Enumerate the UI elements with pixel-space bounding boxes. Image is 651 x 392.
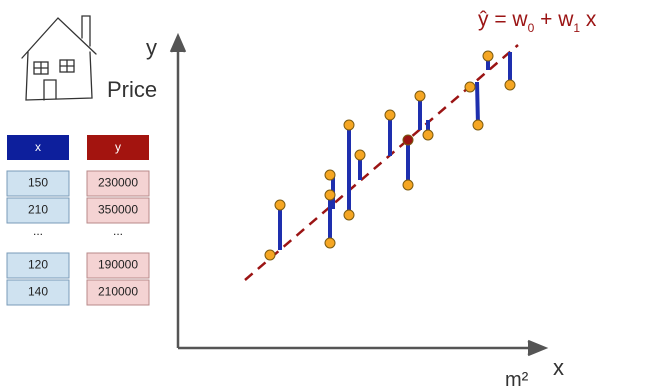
- residuals: [270, 52, 510, 258]
- data-table: x y 150 230000 210 350000...... 120 190000 140 21…: [7, 135, 149, 305]
- axes: [171, 36, 545, 355]
- cell-text: 150: [28, 176, 48, 190]
- cell-text: 350000: [98, 203, 138, 217]
- cell-text: 230000: [98, 176, 138, 190]
- cell-text: ...: [113, 224, 123, 238]
- y-axis-label: y: [146, 35, 157, 60]
- equation: ŷ = w0 + w1 x: [478, 8, 597, 35]
- house-icon: [22, 16, 96, 100]
- slide: Price y x m² ŷ = w0 + w1 x xy15: [0, 0, 651, 392]
- x-axis-label: x: [553, 355, 564, 380]
- cell-text: 190000: [98, 258, 138, 272]
- cell-text: 140: [28, 285, 48, 299]
- cell-text: 210: [28, 203, 48, 217]
- x-unit: m²: [505, 369, 529, 391]
- cell-text: 120: [28, 258, 48, 272]
- header-text: y: [115, 140, 121, 154]
- cell-text: 210000: [98, 285, 138, 299]
- cell-text: ...: [33, 224, 43, 238]
- icon-label: Price: [107, 77, 157, 102]
- regression-line: [245, 45, 518, 280]
- header-text: x: [35, 140, 41, 154]
